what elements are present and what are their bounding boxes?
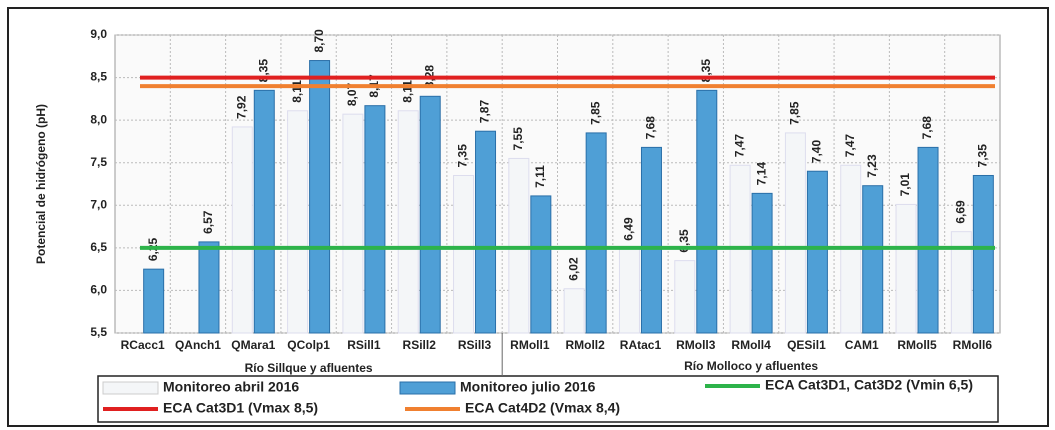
bar bbox=[419, 95, 441, 334]
value-label: 8,11 bbox=[400, 80, 414, 103]
bar bbox=[563, 288, 585, 334]
bar bbox=[917, 146, 939, 334]
y-tick-label: 7,0 bbox=[90, 197, 107, 211]
x-tick-label: RMoll5 bbox=[897, 338, 937, 352]
x-tick-label: RMoll2 bbox=[565, 338, 605, 352]
bar bbox=[806, 170, 828, 334]
x-tick-label: QMara1 bbox=[231, 338, 275, 352]
group-label: Río Molloco y afluentes bbox=[684, 359, 818, 373]
value-label: 7,23 bbox=[865, 154, 879, 178]
bar bbox=[397, 110, 419, 334]
x-tick-label: RAtac1 bbox=[620, 338, 662, 352]
bar bbox=[143, 268, 165, 334]
value-label: 7,85 bbox=[588, 101, 602, 125]
value-label: 6,49 bbox=[622, 217, 636, 241]
y-tick-label: 8,5 bbox=[90, 70, 107, 84]
y-tick-label: 8,0 bbox=[90, 112, 107, 126]
x-tick-label: RSill1 bbox=[347, 338, 381, 352]
frame bbox=[7, 7, 1049, 427]
value-label: 7,55 bbox=[511, 127, 525, 151]
bar bbox=[640, 146, 662, 334]
x-tick-label: QESil1 bbox=[787, 338, 826, 352]
value-label: 8,70 bbox=[312, 29, 326, 53]
value-label: 7,87 bbox=[478, 100, 492, 124]
legend-swatch bbox=[399, 381, 456, 395]
bar bbox=[696, 89, 718, 334]
bar bbox=[287, 110, 309, 334]
y-tick-label: 7,5 bbox=[90, 155, 107, 169]
value-label: 6,02 bbox=[566, 257, 580, 281]
legend-label: ECA Cat3D1 (Vmax 8,5) bbox=[163, 400, 318, 416]
value-label: 7,35 bbox=[456, 144, 470, 168]
value-label: 7,85 bbox=[788, 101, 802, 125]
legend-box bbox=[97, 375, 999, 423]
bar bbox=[231, 126, 253, 334]
bar bbox=[674, 260, 696, 334]
value-label: 7,92 bbox=[234, 95, 248, 119]
value-label: 6,57 bbox=[201, 210, 215, 234]
bar bbox=[198, 241, 220, 334]
value-label: 7,01 bbox=[898, 173, 912, 197]
x-tick-label: CAM1 bbox=[845, 338, 879, 352]
value-label: 7,68 bbox=[920, 116, 934, 140]
value-label: 7,35 bbox=[976, 144, 990, 168]
bar bbox=[972, 174, 994, 334]
legend-label: Monitoreo julio 2016 bbox=[460, 379, 596, 395]
value-label: 8,07 bbox=[345, 83, 359, 107]
bar bbox=[453, 174, 475, 334]
bar bbox=[364, 105, 386, 334]
x-tick-label: RMoll3 bbox=[676, 338, 716, 352]
value-label: 7,68 bbox=[644, 116, 658, 140]
y-axis-label: Potencial de hidrógeno (pH) bbox=[34, 104, 48, 264]
bar bbox=[342, 113, 364, 334]
x-tick-label: QAnch1 bbox=[175, 338, 221, 352]
y-tick-label: 6,5 bbox=[90, 240, 107, 254]
y-tick-label: 6,0 bbox=[90, 283, 107, 297]
x-tick-label: QColp1 bbox=[287, 338, 330, 352]
bar bbox=[475, 130, 497, 334]
x-tick-label: RSill2 bbox=[403, 338, 437, 352]
x-tick-label: RMoll4 bbox=[731, 338, 771, 352]
y-tick-label: 5,5 bbox=[90, 325, 107, 339]
value-label: 7,47 bbox=[843, 134, 857, 158]
value-label: 7,14 bbox=[754, 162, 768, 186]
y-tick-label: 9,0 bbox=[90, 27, 107, 41]
bar bbox=[309, 60, 331, 334]
bar bbox=[585, 132, 607, 334]
bar bbox=[751, 192, 773, 334]
legend-swatch bbox=[102, 381, 159, 395]
legend-label: Monitoreo abril 2016 bbox=[163, 379, 299, 395]
bar bbox=[862, 185, 884, 334]
bar bbox=[618, 248, 640, 334]
group-label: Río Sillque y afluentes bbox=[245, 361, 373, 375]
bar bbox=[508, 157, 530, 334]
x-tick-label: RMoll6 bbox=[953, 338, 993, 352]
bar bbox=[253, 89, 275, 334]
x-tick-label: RSill3 bbox=[458, 338, 492, 352]
value-label: 7,40 bbox=[810, 140, 824, 164]
value-label: 6,69 bbox=[954, 200, 968, 224]
value-label: 7,11 bbox=[533, 165, 547, 188]
x-tick-label: RCacc1 bbox=[121, 338, 165, 352]
bar bbox=[950, 231, 972, 334]
x-tick-label: RMoll1 bbox=[510, 338, 550, 352]
bar bbox=[530, 195, 552, 334]
bar bbox=[784, 132, 806, 334]
value-label: 8,11 bbox=[290, 80, 304, 103]
legend-label: ECA Cat4D2 (Vmax 8,4) bbox=[465, 400, 620, 416]
legend-label: ECA Cat3D1, Cat3D2 (Vmin 6,5) bbox=[765, 377, 973, 393]
value-label: 7,47 bbox=[732, 134, 746, 158]
bar bbox=[895, 203, 917, 334]
